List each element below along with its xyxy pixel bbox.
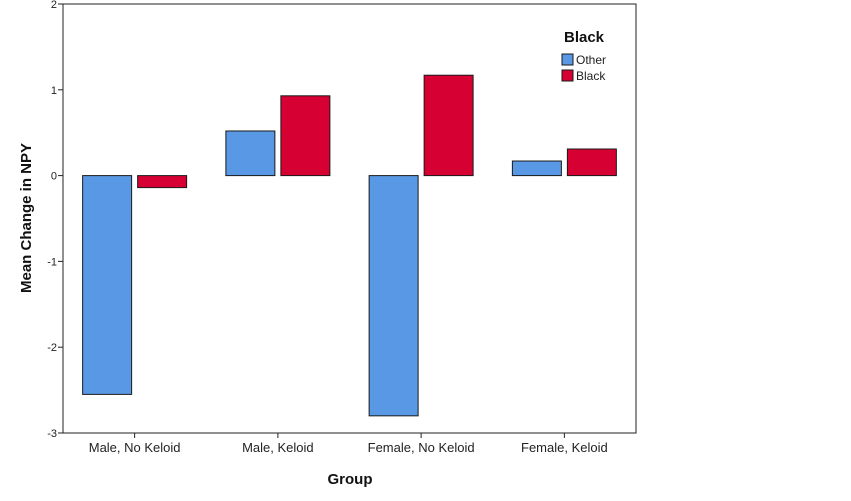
y-tick-label: 2 <box>51 0 57 11</box>
x-tick-label: Female, No Keloid <box>368 440 475 455</box>
bar-other <box>82 175 133 395</box>
bar-black <box>566 148 617 177</box>
y-axis-ticks: 2 1 0 -1 -2 -3 <box>47 0 63 440</box>
y-tick-label: 1 <box>51 85 57 97</box>
bar-black <box>137 175 188 189</box>
legend-label: Black <box>576 69 606 83</box>
plot-frame <box>62 3 637 434</box>
bar-other <box>511 160 562 177</box>
x-tick-label: Male, Keloid <box>242 440 314 455</box>
x-axis-categories: Male, No Keloid Male, Keloid Female, No Ke… <box>89 433 608 455</box>
x-axis-title: Group <box>328 471 373 488</box>
y-tick-label: -3 <box>47 428 57 440</box>
y-tick-label: 0 <box>51 171 57 183</box>
bar-other <box>225 130 276 177</box>
y-tick-label: -2 <box>47 342 57 354</box>
legend-swatch <box>561 69 574 82</box>
legend-label: Other <box>576 53 606 67</box>
legend-swatch <box>561 53 574 66</box>
legend-title: Black <box>564 29 605 46</box>
y-tick-label: -1 <box>47 256 57 268</box>
bar-black <box>280 95 331 177</box>
bar-other <box>368 175 419 417</box>
x-tick-label: Female, Keloid <box>521 440 608 455</box>
legend: Black Other Black <box>561 29 606 83</box>
y-axis-title: Mean Change in NPY <box>18 143 35 293</box>
bars <box>82 74 617 417</box>
bar-black <box>423 74 474 177</box>
x-tick-label: Male, No Keloid <box>89 440 181 455</box>
